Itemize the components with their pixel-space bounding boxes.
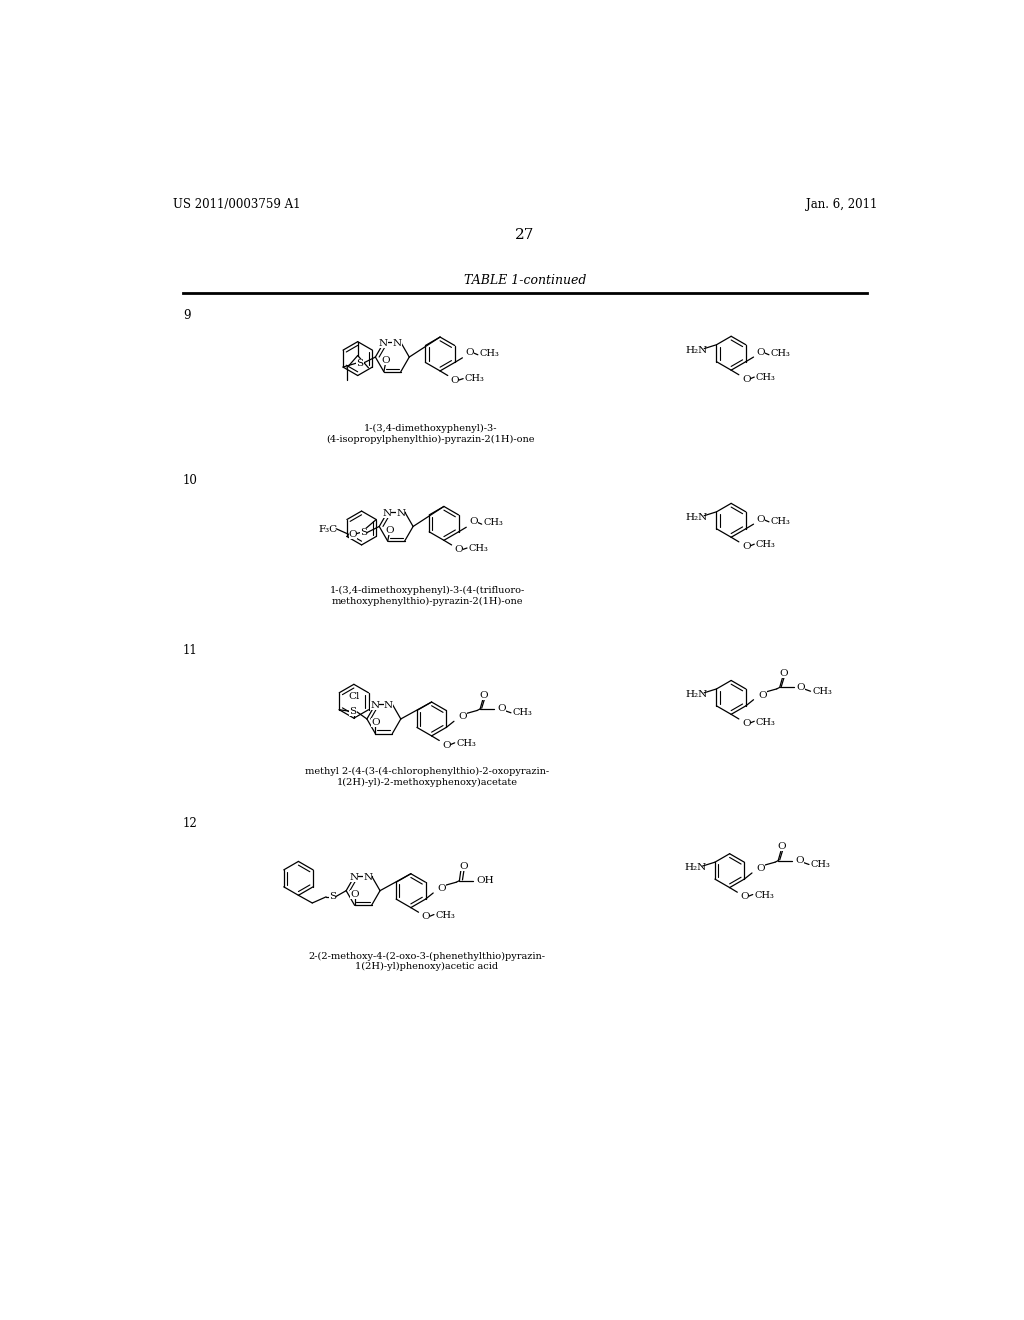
Text: N: N (370, 701, 379, 710)
Text: O: O (795, 857, 804, 865)
Text: H₂N: H₂N (686, 512, 708, 521)
Text: O: O (497, 705, 506, 713)
Text: O: O (779, 669, 787, 678)
Text: N: N (384, 701, 393, 710)
Text: N: N (349, 873, 358, 882)
Text: CH₃: CH₃ (812, 686, 831, 696)
Text: CH₃: CH₃ (435, 911, 456, 920)
Text: CH₃: CH₃ (756, 718, 775, 726)
Text: O: O (757, 515, 765, 524)
Text: N: N (392, 339, 401, 348)
Text: S: S (349, 706, 356, 715)
Text: OH: OH (476, 876, 494, 886)
Text: O: O (466, 348, 474, 356)
Text: O: O (459, 713, 467, 721)
Text: O: O (797, 682, 805, 692)
Text: O: O (350, 890, 359, 899)
Text: methoxyphenylthio)-pyrazin-2(1H)-one: methoxyphenylthio)-pyrazin-2(1H)-one (331, 597, 523, 606)
Text: US 2011/0003759 A1: US 2011/0003759 A1 (173, 198, 300, 211)
Text: CH₃: CH₃ (811, 861, 830, 869)
Text: O: O (438, 884, 446, 892)
Text: N: N (382, 508, 391, 517)
Text: H₂N: H₂N (686, 346, 708, 355)
Text: S: S (329, 892, 336, 902)
Text: 27: 27 (515, 227, 535, 242)
Text: CH₃: CH₃ (770, 350, 791, 359)
Text: O: O (777, 842, 786, 851)
Text: N: N (364, 873, 373, 882)
Text: H₂N: H₂N (684, 863, 707, 873)
Text: O: O (451, 376, 460, 384)
Text: O: O (757, 348, 765, 356)
Text: 1(2H)-yl)phenoxy)acetic acid: 1(2H)-yl)phenoxy)acetic acid (355, 962, 499, 972)
Text: TABLE 1-continued: TABLE 1-continued (464, 275, 586, 286)
Text: O: O (349, 531, 357, 540)
Text: CH₃: CH₃ (755, 891, 774, 900)
Text: Cl: Cl (348, 692, 359, 701)
Text: methyl 2-(4-(3-(4-chlorophenylthio)-2-oxopyrazin-: methyl 2-(4-(3-(4-chlorophenylthio)-2-ox… (305, 767, 549, 776)
Text: N: N (396, 508, 406, 517)
Text: O: O (371, 718, 380, 727)
Text: O: O (479, 690, 488, 700)
Text: O: O (742, 375, 751, 384)
Text: 1(2H)-yl)-2-methoxyphenoxy)acetate: 1(2H)-yl)-2-methoxyphenoxy)acetate (337, 777, 517, 787)
Text: O: O (758, 690, 767, 700)
Text: O: O (469, 517, 478, 527)
Text: CH₃: CH₃ (457, 739, 476, 748)
Text: CH₃: CH₃ (469, 544, 488, 553)
Text: O: O (422, 912, 430, 921)
Text: Jan. 6, 2011: Jan. 6, 2011 (806, 198, 878, 211)
Text: CH₃: CH₃ (512, 709, 532, 717)
Text: 2-(2-methoxy-4-(2-oxo-3-(phenethylthio)pyrazin-: 2-(2-methoxy-4-(2-oxo-3-(phenethylthio)p… (308, 952, 546, 961)
Text: CH₃: CH₃ (770, 516, 791, 525)
Text: F₃C: F₃C (318, 525, 338, 535)
Text: CH₃: CH₃ (756, 374, 775, 383)
Text: 1-(3,4-dimethoxyphenyl)-3-(4-(trifluoro-: 1-(3,4-dimethoxyphenyl)-3-(4-(trifluoro- (330, 586, 524, 595)
Text: CH₃: CH₃ (483, 519, 503, 527)
Text: O: O (740, 892, 749, 902)
Text: O: O (742, 543, 751, 550)
Text: O: O (381, 356, 390, 366)
Text: O: O (385, 525, 393, 535)
Text: O: O (757, 863, 765, 873)
Text: CH₃: CH₃ (756, 540, 775, 549)
Text: O: O (742, 719, 751, 729)
Text: CH₃: CH₃ (479, 348, 500, 358)
Text: S: S (360, 528, 368, 537)
Text: 1-(3,4-dimethoxyphenyl)-3-: 1-(3,4-dimethoxyphenyl)-3- (365, 424, 498, 433)
Text: S: S (356, 359, 364, 368)
Text: N: N (379, 339, 388, 348)
Text: (4-isopropylphenylthio)-pyrazin-2(1H)-one: (4-isopropylphenylthio)-pyrazin-2(1H)-on… (327, 434, 536, 444)
Text: O: O (459, 862, 468, 871)
Text: H₂N: H₂N (686, 690, 708, 698)
Text: O: O (455, 545, 463, 554)
Text: 11: 11 (183, 644, 198, 656)
Text: O: O (442, 741, 451, 750)
Text: 12: 12 (183, 817, 198, 830)
Text: CH₃: CH₃ (465, 374, 484, 383)
Text: 9: 9 (183, 309, 190, 322)
Text: 10: 10 (183, 474, 198, 487)
